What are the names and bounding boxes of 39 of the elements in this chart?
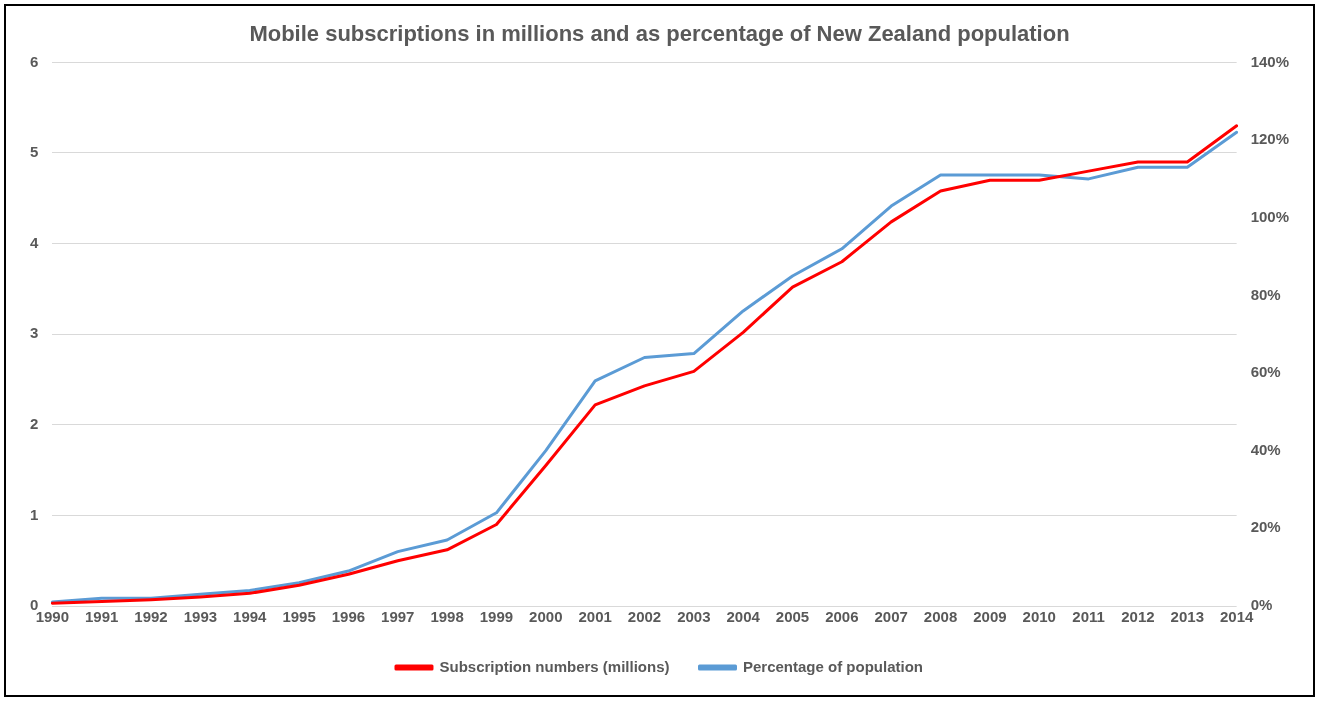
x-tick-label: 2000 bbox=[529, 608, 563, 626]
x-tick-label: 2012 bbox=[1121, 608, 1155, 626]
y2-tick-label: 100% bbox=[1250, 207, 1290, 225]
y2-tick-label: 80% bbox=[1250, 285, 1281, 303]
y-tick-label: 2 bbox=[30, 414, 39, 432]
y-tick-label: 5 bbox=[30, 143, 39, 161]
x-tick-label: 2008 bbox=[923, 608, 958, 626]
x-tick-label: 2010 bbox=[1022, 608, 1056, 626]
x-tick-label: 2009 bbox=[973, 608, 1007, 626]
x-tick-label: 1997 bbox=[381, 608, 415, 626]
x-tick-label: 2005 bbox=[775, 608, 810, 626]
x-tick-label: 1995 bbox=[282, 608, 316, 626]
x-tick-label: 1993 bbox=[183, 608, 218, 626]
x-tick-label: 1991 bbox=[85, 608, 119, 626]
x-tick-label: 2002 bbox=[627, 608, 662, 626]
y-tick-label: 3 bbox=[30, 324, 39, 342]
y-tick-label: 4 bbox=[30, 233, 39, 251]
x-tick-label: 2011 bbox=[1072, 608, 1105, 626]
chart-title: Mobile subscriptions in millions and as percentage of New Zealand population bbox=[249, 21, 1070, 47]
legend-label: Percentage of population bbox=[743, 657, 924, 675]
x-tick-label: 1992 bbox=[134, 608, 168, 626]
y2-tick-label: 40% bbox=[1250, 440, 1281, 458]
legend-label: Subscription numbers (millions) bbox=[439, 657, 670, 675]
y2-tick-label: 60% bbox=[1250, 363, 1281, 381]
x-tick-label: 2001 bbox=[578, 608, 612, 626]
x-tick-label: 2003 bbox=[677, 608, 711, 626]
y-tick-label: 6 bbox=[30, 52, 39, 70]
x-tick-label: 1994 bbox=[233, 608, 268, 626]
x-tick-label: 2004 bbox=[726, 608, 761, 626]
x-tick-label: 1996 bbox=[331, 608, 366, 626]
x-tick-label: 2007 bbox=[874, 608, 908, 626]
x-tick-label: 1998 bbox=[430, 608, 464, 626]
y-tick-label: 1 bbox=[30, 505, 39, 523]
x-tick-label: 2013 bbox=[1170, 608, 1204, 626]
x-tick-label: 1999 bbox=[479, 608, 514, 626]
y2-tick-label: 140% bbox=[1250, 52, 1290, 70]
x-tick-label: 2006 bbox=[825, 608, 859, 626]
y2-tick-label: 20% bbox=[1250, 518, 1281, 536]
y2-tick-label: 120% bbox=[1250, 130, 1290, 148]
